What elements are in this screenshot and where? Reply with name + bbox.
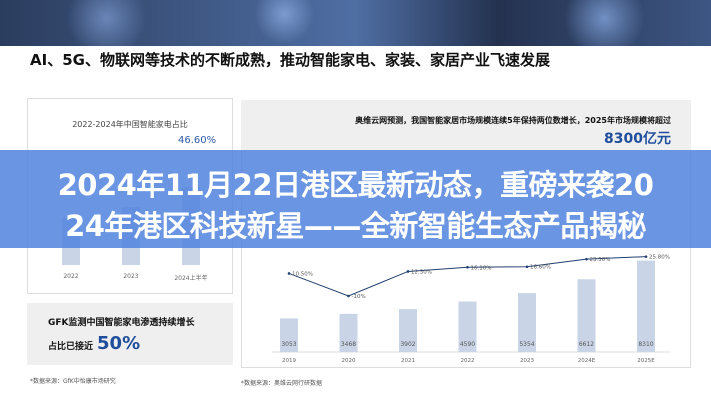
growth-point-2022: [466, 265, 469, 269]
bar-2021: [399, 309, 417, 352]
left-x-label: 2024上半年: [174, 275, 208, 282]
growth-label-2025E: 25.80%: [649, 255, 670, 261]
growth-point-2023: [525, 265, 529, 269]
bar-2025E: [637, 260, 655, 352]
growth-label-2022: 16.10%: [471, 265, 492, 271]
left-highlight-value: 46.60%: [178, 135, 217, 146]
bar-2024E: [577, 279, 596, 352]
x-tick-2023: 2023: [520, 358, 534, 364]
x-tick-2022: 2022: [461, 358, 475, 364]
bar-label-2025E: 8310: [638, 341, 653, 348]
x-tick-2021: 2021: [401, 358, 415, 364]
right-summary-big: 8300亿元: [604, 131, 671, 147]
growth-point-2019: [287, 272, 291, 275]
banner-title-line2: 24年港区科技新星——全新智能生态产品揭秘: [65, 209, 646, 243]
left-x-label: 2022: [63, 273, 79, 280]
bar-2019: [280, 318, 298, 352]
bar-label-2023: 5354: [519, 341, 534, 348]
title-banner: 2024年11月22日港区最新动态，重磅来袭20 24年港区科技新星——全新智能…: [0, 150, 711, 248]
right-source-note: *数据来源：奥维云网行研数据: [241, 380, 323, 387]
bar-label-2021: 3902: [400, 341, 415, 348]
x-tick-2024E: 2024E: [578, 358, 596, 364]
x-tick-2025E: 2025E: [637, 358, 655, 364]
bar-label-2024E: 6612: [579, 341, 594, 348]
left-summary-line2: 占比已接近 50%: [48, 333, 140, 354]
bar-2020: [339, 313, 358, 352]
banner-title-line1: 2024年11月22日港区最新动态，重磅来袭20: [57, 168, 654, 202]
right-summary-box: 奥维云网预测，我国智能家居市场规模连续5年保持两位数增长，2025年市场规模将超…: [241, 100, 691, 150]
bar-label-2019: 3053: [281, 341, 296, 348]
x-tick-2019: 2019: [282, 358, 296, 364]
left-summary-big: 50%: [97, 333, 141, 354]
growth-label-2023: 16.60%: [530, 265, 551, 271]
growth-point-2021: [406, 270, 410, 273]
header-photo: [0, 0, 711, 46]
bar-2023: [518, 293, 536, 352]
headline: AI、5G、物联网等技术的不断成熟，推动智能家电、家装、家居产业飞速发展: [30, 51, 550, 69]
bar-2022: [458, 301, 477, 352]
growth-point-2020: [347, 294, 350, 298]
left-summary-box: GFK监测中国智能家电渗透持续增长 占比已接近 50%: [27, 303, 233, 365]
growth-label-2024E: 23.50%: [590, 257, 611, 263]
growth-label-2019: 10.50%: [292, 271, 313, 277]
bar-label-2022: 4590: [460, 341, 475, 348]
left-chart-title: 2022-2024年中国智能家电占比: [72, 120, 188, 129]
growth-label-2021: 12.30%: [411, 269, 432, 275]
growth-point-2025E: [644, 255, 648, 258]
growth-point-2024E: [585, 257, 588, 261]
left-x-label: 2023: [123, 273, 139, 280]
left-summary-line1: GFK监测中国智能家电渗透持续增长: [48, 318, 195, 328]
right-summary-headline: 奥维云网预测，我国智能家居市场规模连续5年保持两位数增长，2025年市场规模将超…: [355, 116, 671, 125]
x-tick-2020: 2020: [342, 358, 356, 364]
left-summary-text: 占比已接近: [48, 342, 94, 352]
left-source-note: *数据来源：GfK中怡康市场研究: [30, 378, 116, 385]
bar-label-2020: 3468: [341, 341, 356, 348]
growth-label-2020: -10%: [352, 294, 366, 300]
